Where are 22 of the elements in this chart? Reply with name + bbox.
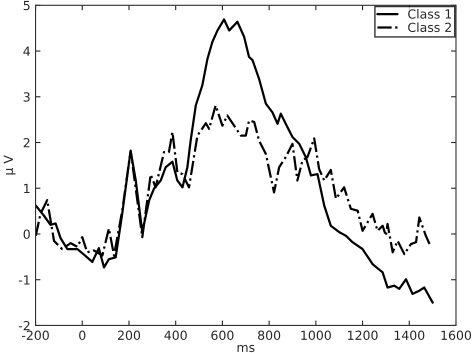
x-tick-label: 200 [118,330,140,340]
y-tick-label: 1 [24,184,30,193]
x-tick-label: 600 [211,330,234,340]
y-tick-label: 3 [24,92,30,102]
x-tick-label: 1200 [348,330,378,340]
x-axis-title: ms [238,344,255,352]
y-tick-label: 5 [24,0,30,10]
y-tick-label: 4 [23,46,30,56]
x-tick-label: 1400 [394,330,424,340]
x-tick-label: -200 [22,330,49,340]
x-tick-label: 0 [79,330,86,340]
y-tick-label: 2 [24,138,30,148]
y-tick-label: 0 [24,229,30,239]
y-axis-title: μ V [4,155,16,175]
y-tick-label: -2 [18,320,30,330]
x-tick-label: 1600 [441,330,472,340]
text: Class 1 [408,9,452,19]
x-tick-label: 400 [164,330,187,340]
x-tick-label: 800 [258,330,280,340]
x-tick-label: 1000 [301,330,331,340]
y-tick-label: -1 [18,275,30,284]
legend-label: Class 2 [408,22,451,32]
